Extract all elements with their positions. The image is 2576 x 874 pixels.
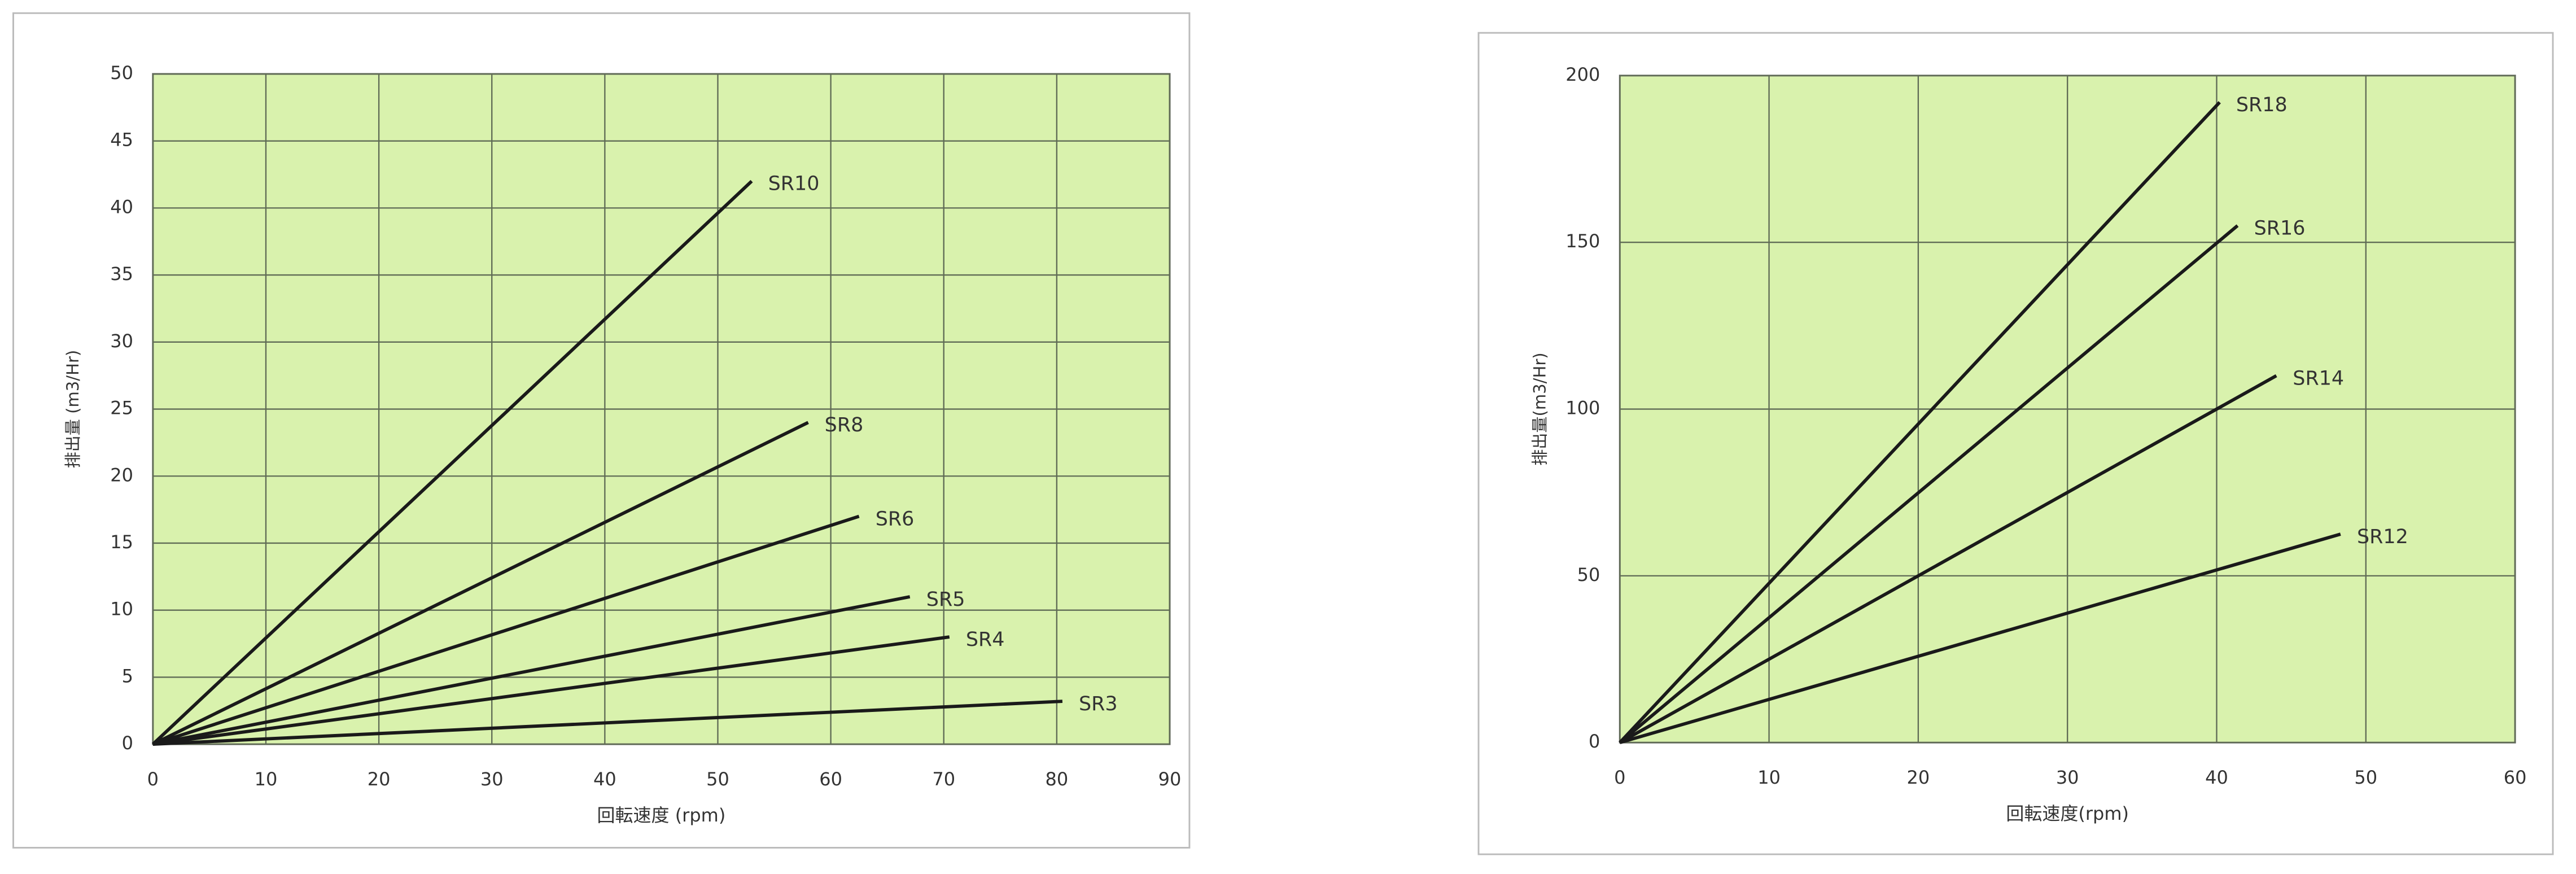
y-tick-label: 40	[110, 196, 133, 217]
series-line	[1619, 532, 2341, 745]
x-tick-label: 30	[2056, 767, 2079, 788]
y-tick-label: 5	[122, 665, 133, 687]
x-tick-label: 60	[2504, 767, 2527, 788]
series-line	[152, 421, 809, 746]
y-tick-label: 50	[110, 62, 133, 84]
x-tick-label: 50	[706, 768, 729, 790]
series-label: SR10	[768, 173, 820, 195]
y-tick-label: 45	[110, 129, 133, 151]
y-tick-label: 0	[122, 732, 133, 754]
x-tick-label: 40	[2205, 767, 2228, 788]
x-tick-label: 60	[819, 768, 842, 790]
y-tick-label: 10	[110, 598, 133, 620]
series-label: SR6	[876, 508, 915, 530]
x-tick-label: 10	[1757, 767, 1781, 788]
x-tick-label: 40	[593, 768, 616, 790]
y-tick-label: 200	[1565, 64, 1600, 85]
y-tick-label: 50	[1577, 564, 1600, 585]
x-tick-label: 20	[368, 768, 391, 790]
x-tick-label: 50	[2354, 767, 2377, 788]
series-label: SR16	[2254, 217, 2306, 239]
x-tick-label: 10	[255, 768, 278, 790]
y-axis-label: 排出量(m3/Hr)	[1530, 352, 1550, 465]
x-tick-label: 80	[1046, 768, 1069, 790]
x-axis-label: 回転速度 (rpm)	[597, 805, 726, 826]
x-tick-label: 20	[1907, 767, 1930, 788]
y-tick-label: 35	[110, 263, 133, 285]
series-label: SR8	[825, 414, 864, 436]
x-tick-label: 90	[1158, 768, 1182, 790]
y-tick-label: 100	[1565, 397, 1600, 419]
series-label: SR14	[2293, 367, 2344, 390]
series-label: SR3	[1079, 693, 1118, 715]
series-line	[151, 180, 753, 746]
y-tick-label: 30	[110, 330, 133, 352]
series-line	[1619, 101, 2221, 744]
y-axis-label: 排出量 (m3/Hr)	[63, 350, 82, 469]
y-tick-label: 20	[110, 464, 133, 486]
series-line	[1619, 224, 2239, 744]
series-line	[152, 700, 1063, 746]
x-tick-label: 70	[932, 768, 955, 790]
y-tick-label: 25	[110, 397, 133, 419]
y-tick-label: 0	[1589, 731, 1600, 752]
y-tick-label: 15	[110, 531, 133, 553]
x-tick-label: 0	[1614, 767, 1625, 788]
series-line	[152, 514, 860, 746]
x-axis-label: 回転速度(rpm)	[2006, 803, 2129, 824]
series-line	[152, 595, 911, 746]
series-label: SR5	[926, 588, 965, 611]
series-line	[152, 635, 950, 746]
series-label: SR4	[966, 628, 1005, 651]
series-label: SR18	[2236, 94, 2288, 116]
series-line	[1619, 374, 2277, 744]
x-tick-label: 0	[147, 768, 159, 790]
y-tick-label: 150	[1565, 230, 1600, 252]
series-label: SR12	[2357, 526, 2408, 548]
x-tick-label: 30	[480, 768, 504, 790]
